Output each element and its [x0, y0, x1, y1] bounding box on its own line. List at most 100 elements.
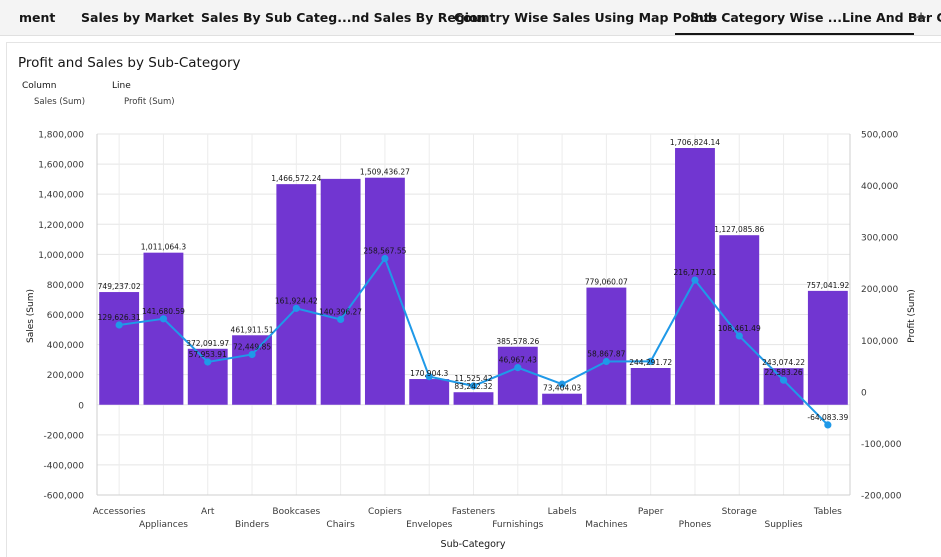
- sales-data-label: 73,404.03: [543, 384, 581, 393]
- data-labels: 749,237.02 1,011,064.3 372,091.97461,911.5…: [98, 138, 850, 422]
- tab-sub-category-line-bar-chart[interactable]: Sub Category Wise ...Line And Bar Chart: [675, 0, 941, 35]
- profit-data-label: -64,083.39: [807, 413, 848, 422]
- profit-point[interactable]: [647, 357, 655, 365]
- profit-point[interactable]: [159, 315, 168, 323]
- x-axis-category-label: Labels: [548, 507, 577, 517]
- profit-data-label: 22,583.26: [764, 368, 802, 377]
- axes: -600,000 -400,000 -200,000 0 200,000 400,000 6…: [26, 131, 917, 551]
- profit-point[interactable]: [735, 332, 743, 340]
- sales-data-label: 1,127,085.86: [714, 225, 764, 234]
- x-axis-category-label: Phones: [679, 520, 712, 530]
- x-axis-category-label: Tables: [813, 507, 842, 517]
- y-axis-tick-label: -200,000: [44, 431, 85, 441]
- sales-bar[interactable]: [320, 178, 361, 405]
- profit-point[interactable]: [337, 315, 345, 324]
- sales-bar[interactable]: [807, 290, 848, 405]
- profit-data-label: 58,867.87: [587, 349, 625, 358]
- x-axis-category-label: Envelopes: [406, 520, 453, 530]
- legend-line-heading: Line: [112, 81, 131, 91]
- sales-bar[interactable]: [497, 346, 538, 405]
- y2-axis-tick-label: -100,000: [861, 440, 902, 450]
- y-axis-tick-label: 1,800,000: [38, 131, 84, 141]
- profit-data-label: 108,461.49: [718, 324, 761, 333]
- y-axis-tick-label: -400,000: [44, 461, 85, 471]
- sales-data-label: 244,291.72: [629, 358, 672, 367]
- y2-axis-tick-label: 500,000: [861, 131, 898, 141]
- sales-bar[interactable]: [187, 348, 228, 405]
- sales-data-label: 749,237.02: [98, 282, 141, 291]
- x-axis-category-label: Furnishings: [492, 520, 543, 530]
- profit-point[interactable]: [381, 254, 389, 263]
- sales-bars: [99, 148, 848, 405]
- x-axis-category-label: Art: [201, 507, 215, 517]
- y-axis-tick-label: 1,200,000: [38, 221, 84, 231]
- sales-bar[interactable]: [719, 235, 760, 405]
- profit-point[interactable]: [292, 304, 300, 312]
- legend-column-heading: Column: [22, 81, 57, 91]
- sales-bar[interactable]: [409, 379, 450, 405]
- y-axis-tick-label: 800,000: [47, 281, 84, 291]
- sales-bar[interactable]: [232, 335, 272, 405]
- profit-point[interactable]: [558, 380, 566, 388]
- profit-data-label: 161,924.42: [275, 296, 318, 305]
- legend-column-series[interactable]: Sales (Sum): [34, 97, 86, 107]
- sales-data-label: 757,041.92: [806, 281, 849, 290]
- profit-data-label: 216,717.01: [673, 268, 716, 277]
- sales-bar[interactable]: [99, 292, 140, 405]
- profit-point[interactable]: [425, 372, 433, 381]
- tab-sales-by-market[interactable]: Sales by Market: [81, 10, 194, 25]
- profit-point[interactable]: [248, 350, 256, 359]
- profit-point[interactable]: [691, 276, 699, 284]
- sales-bar[interactable]: [763, 368, 804, 405]
- sales-data-label: 779,060.07: [585, 278, 628, 287]
- profit-point[interactable]: [115, 321, 123, 329]
- legend-line-series[interactable]: Profit (Sum): [124, 97, 175, 107]
- x-axis-category-label: Paper: [638, 507, 664, 517]
- profit-data-label: 140,396.27: [319, 307, 362, 316]
- x-axis-category-label: Binders: [235, 520, 269, 530]
- sales-bar[interactable]: [276, 184, 317, 405]
- profit-point[interactable]: [469, 382, 478, 390]
- y-axis-title: Sales (Sum): [26, 289, 36, 343]
- sales-bar[interactable]: [542, 393, 583, 405]
- x-axis-category-label: Storage: [722, 507, 758, 517]
- x-axis-category-label: Bookcases: [272, 507, 320, 517]
- sales-data-label: 1,466,572.24: [271, 174, 321, 183]
- sales-data-label: 1,011,064.3: [141, 243, 187, 252]
- sales-data-label: 83,242.32: [454, 382, 492, 391]
- tab-dashboard-partial[interactable]: ment: [19, 10, 56, 25]
- profit-data-label: 57,953.91: [189, 350, 227, 359]
- profit-point[interactable]: [824, 421, 832, 429]
- x-axis-category-label: Machines: [585, 520, 628, 530]
- y2-axis-title: Profit (Sum): [907, 289, 917, 343]
- y2-axis-tick-label: 100,000: [861, 337, 898, 347]
- sales-bar[interactable]: [453, 392, 494, 405]
- x-axis-title: Sub-Category: [441, 539, 506, 550]
- sales-data-label: 461,911.51: [231, 325, 274, 334]
- profit-point[interactable]: [602, 357, 610, 366]
- chart-title: Profit and Sales by Sub-Category: [18, 55, 241, 71]
- sales-bar[interactable]: [630, 368, 671, 405]
- y2-axis-tick-label: -200,000: [861, 492, 902, 502]
- y-axis-tick-label: 0: [78, 401, 84, 411]
- y-axis-tick-label: 1,000,000: [38, 251, 84, 261]
- y2-axis-tick-label: 400,000: [861, 182, 898, 192]
- add-tab-icon[interactable]: +: [914, 8, 928, 26]
- profit-point[interactable]: [779, 376, 788, 384]
- sales-bar[interactable]: [143, 252, 184, 405]
- sales-data-label: 170,904.3: [410, 369, 448, 378]
- y-axis-tick-label: 1,600,000: [38, 161, 84, 171]
- sales-bar[interactable]: [586, 287, 627, 405]
- tab-country-wise-sales-map[interactable]: Country Wise Sales Using Map Points: [454, 10, 718, 25]
- y2-axis-tick-label: 300,000: [861, 234, 898, 244]
- x-axis-category-label: Supplies: [765, 520, 803, 530]
- y-axis-tick-label: 600,000: [47, 311, 84, 321]
- x-axis-category-label: Fasteners: [452, 507, 496, 517]
- profit-data-label: 141,680.59: [142, 307, 185, 316]
- tab-sales-by-sub-category-region[interactable]: Sales By Sub Categ...nd Sales By Region: [201, 10, 487, 25]
- profit-point[interactable]: [514, 364, 522, 372]
- sales-bar[interactable]: [364, 177, 405, 405]
- y2-axis-tick-label: 0: [861, 388, 867, 398]
- profit-point[interactable]: [204, 358, 212, 366]
- sales-bar[interactable]: [675, 148, 715, 405]
